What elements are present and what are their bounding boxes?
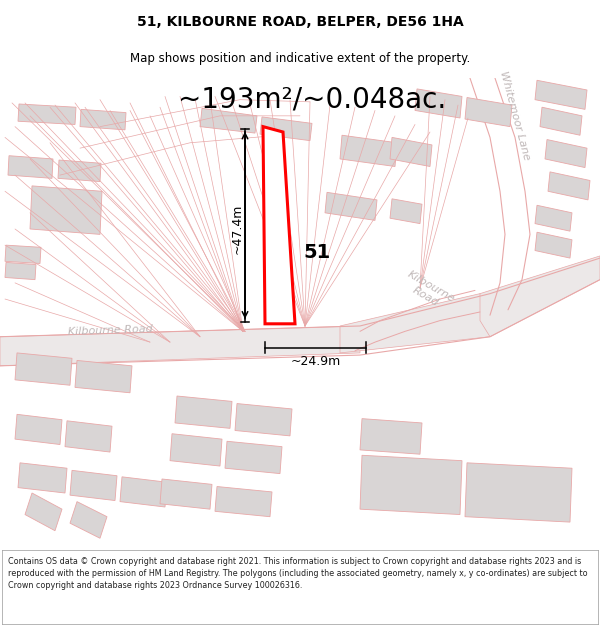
Polygon shape	[120, 477, 167, 507]
Polygon shape	[160, 479, 212, 509]
Polygon shape	[535, 80, 587, 109]
Text: Map shows position and indicative extent of the property.: Map shows position and indicative extent…	[130, 52, 470, 65]
Polygon shape	[535, 232, 572, 258]
Polygon shape	[175, 396, 232, 428]
Text: Kilbourne Road: Kilbourne Road	[68, 324, 153, 337]
Polygon shape	[18, 463, 67, 493]
Polygon shape	[263, 127, 295, 324]
Polygon shape	[170, 434, 222, 466]
Polygon shape	[465, 463, 572, 522]
Text: 51, KILBOURNE ROAD, BELPER, DE56 1HA: 51, KILBOURNE ROAD, BELPER, DE56 1HA	[137, 15, 463, 29]
Polygon shape	[545, 139, 587, 168]
Polygon shape	[415, 89, 462, 118]
Polygon shape	[480, 256, 600, 337]
Polygon shape	[25, 493, 62, 531]
Text: ~193m²/~0.048ac.: ~193m²/~0.048ac.	[178, 85, 446, 113]
Text: ~47.4m: ~47.4m	[230, 204, 244, 254]
Polygon shape	[15, 414, 62, 444]
Polygon shape	[535, 205, 572, 231]
Polygon shape	[200, 108, 257, 133]
Text: ~24.9m: ~24.9m	[290, 355, 341, 368]
Polygon shape	[5, 262, 36, 279]
Polygon shape	[15, 353, 72, 385]
Polygon shape	[18, 104, 76, 124]
Polygon shape	[235, 404, 292, 436]
Polygon shape	[65, 421, 112, 452]
Polygon shape	[5, 245, 41, 264]
Polygon shape	[70, 502, 107, 538]
Polygon shape	[8, 156, 53, 178]
Polygon shape	[0, 326, 360, 366]
Polygon shape	[225, 441, 282, 474]
Polygon shape	[360, 455, 462, 514]
Polygon shape	[75, 361, 132, 392]
Text: Whitemoor Lane: Whitemoor Lane	[498, 69, 532, 161]
Text: Kilbourne
Road: Kilbourne Road	[400, 269, 457, 314]
Polygon shape	[360, 419, 422, 454]
Polygon shape	[340, 135, 397, 166]
Polygon shape	[70, 471, 117, 501]
Polygon shape	[260, 117, 312, 141]
Polygon shape	[390, 199, 422, 224]
Polygon shape	[548, 172, 590, 200]
Polygon shape	[325, 192, 377, 221]
Polygon shape	[390, 138, 432, 166]
Text: Contains OS data © Crown copyright and database right 2021. This information is : Contains OS data © Crown copyright and d…	[8, 558, 587, 590]
Polygon shape	[340, 294, 510, 353]
Polygon shape	[30, 186, 102, 234]
Polygon shape	[80, 109, 126, 130]
Polygon shape	[215, 486, 272, 517]
Text: 51: 51	[303, 243, 330, 262]
Polygon shape	[58, 160, 101, 182]
Polygon shape	[465, 98, 512, 127]
Polygon shape	[540, 107, 582, 135]
